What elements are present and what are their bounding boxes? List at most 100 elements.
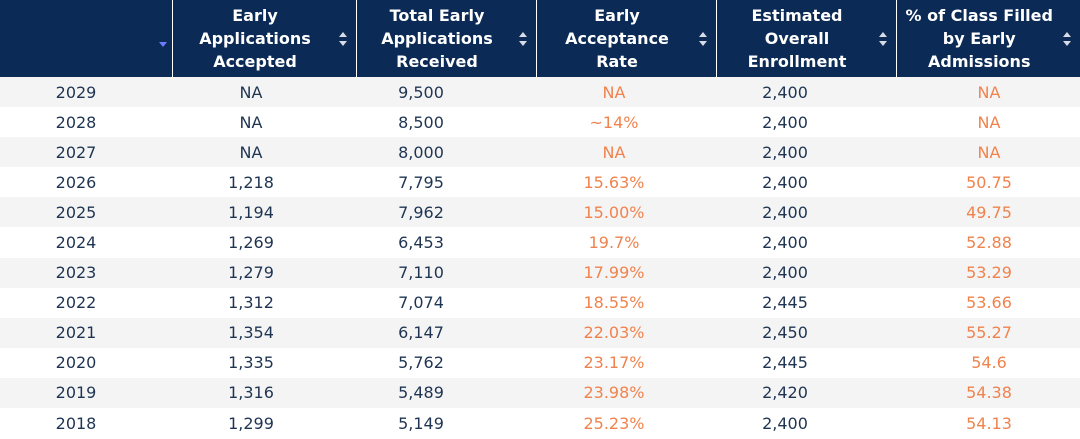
received-cell: 7,110 (398, 263, 444, 283)
rate-cell: 23.98% (583, 383, 645, 403)
pct-class-filled-header[interactable]: % of Class Filled by Early Admissions (896, 0, 1080, 77)
enrollment-cell: 2,445 (762, 353, 808, 373)
rate-cell: 25.23% (583, 413, 645, 433)
accepted-cell: NA (239, 142, 263, 162)
year-cell: 2019 (55, 383, 97, 403)
total-early-applications-header[interactable]: Total Early Applications Received (356, 0, 537, 77)
table-row: 2028 NA 8,500 ~14% 2,400 NA (0, 107, 1080, 138)
table-row: 2022 1,312 7,074 18.55% 2,445 53.66 (0, 287, 1080, 318)
sort-up-down-icon[interactable] (338, 31, 347, 46)
rate-cell: 18.55% (583, 293, 645, 313)
received-cell: 8,500 (398, 112, 444, 132)
enrollment-cell: 2,400 (762, 172, 808, 192)
sort-up-down-icon[interactable] (518, 31, 527, 46)
pct-filled-cell: 54.38 (966, 383, 1012, 403)
enrollment-cell: 2,420 (762, 383, 808, 403)
rate-cell: 22.03% (583, 323, 645, 343)
year-column-header[interactable] (0, 0, 173, 77)
rate-cell: ~14% (589, 112, 639, 132)
enrollment-cell: 2,400 (762, 263, 808, 283)
sort-up-down-icon[interactable] (698, 31, 707, 46)
received-cell: 7,074 (398, 293, 444, 313)
enrollment-cell: 2,400 (762, 142, 808, 162)
accepted-cell: 1,312 (228, 293, 274, 313)
enrollment-cell: 2,445 (762, 293, 808, 313)
early-applications-accepted-header[interactable]: Early Applications Accepted (172, 0, 357, 77)
pct-header-label: % of Class Filled by Early Admissions (905, 6, 1053, 71)
sort-descending-icon[interactable] (159, 42, 167, 47)
received-cell: 6,147 (398, 323, 444, 343)
header-row: Early Applications Accepted Total Early … (0, 0, 1080, 77)
enrollment-cell: 2,400 (762, 112, 808, 132)
rate-cell: 23.17% (583, 353, 645, 373)
year-cell: 2018 (55, 413, 97, 433)
rate-cell: 19.7% (588, 233, 640, 253)
accepted-header-label: Early Applications Accepted (199, 6, 311, 71)
received-cell: 7,962 (398, 202, 444, 222)
pct-filled-cell: 53.66 (966, 293, 1012, 313)
table-row: 2021 1,354 6,147 22.03% 2,450 55.27 (0, 317, 1080, 348)
pct-filled-cell: 54.13 (966, 413, 1012, 433)
accepted-cell: 1,218 (228, 172, 274, 192)
accepted-cell: 1,194 (228, 202, 274, 222)
table-row: 2029 NA 9,500 NA 2,400 NA (0, 77, 1080, 108)
year-cell: 2023 (55, 263, 97, 283)
rate-header-label: Early Acceptance Rate (565, 6, 669, 71)
accepted-cell: 1,299 (228, 413, 274, 433)
pct-filled-cell: NA (977, 142, 1001, 162)
accepted-cell: 1,316 (228, 383, 274, 403)
accepted-cell: 1,279 (228, 263, 274, 283)
table-row: 2018 1,299 5,149 25.23% 2,400 54.13 (0, 408, 1080, 439)
enrollment-header-label: Estimated Overall Enrollment (747, 6, 847, 71)
table-row: 2025 1,194 7,962 15.00% 2,400 49.75 (0, 197, 1080, 228)
received-cell: 9,500 (398, 82, 444, 102)
pct-filled-cell: 55.27 (966, 323, 1012, 343)
received-cell: 5,149 (398, 413, 444, 433)
year-cell: 2025 (55, 202, 97, 222)
table-row: 2019 1,316 5,489 23.98% 2,420 54.38 (0, 377, 1080, 409)
pct-filled-cell: 52.88 (966, 233, 1012, 253)
received-cell: 5,762 (398, 353, 444, 373)
enrollment-cell: 2,400 (762, 82, 808, 102)
accepted-cell: NA (239, 112, 263, 132)
sort-up-down-icon[interactable] (1063, 31, 1071, 46)
sort-up-down-icon[interactable] (878, 31, 887, 46)
table-body: 2029 NA 9,500 NA 2,400 NA 2028 NA 8,500 … (0, 77, 1080, 439)
enrollment-cell: 2,450 (762, 323, 808, 343)
pct-filled-cell: 54.6 (971, 353, 1007, 373)
received-cell: 6,453 (398, 233, 444, 253)
early-acceptance-rate-header[interactable]: Early Acceptance Rate (536, 0, 717, 77)
table-row: 2024 1,269 6,453 19.7% 2,400 52.88 (0, 227, 1080, 258)
accepted-cell: 1,269 (228, 233, 274, 253)
table-row: 2020 1,335 5,762 23.17% 2,445 54.6 (0, 347, 1080, 378)
pct-filled-cell: 50.75 (966, 172, 1012, 192)
year-cell: 2024 (55, 233, 97, 253)
year-cell: 2029 (55, 82, 97, 102)
rate-cell: 15.00% (583, 202, 645, 222)
pct-filled-cell: 49.75 (966, 202, 1012, 222)
year-cell: 2020 (55, 353, 97, 373)
received-cell: 7,795 (398, 172, 444, 192)
year-cell: 2026 (55, 172, 97, 192)
rate-cell: NA (602, 142, 626, 162)
pct-filled-cell: NA (977, 82, 1001, 102)
table-header: Early Applications Accepted Total Early … (0, 0, 1080, 77)
received-cell: 5,489 (398, 383, 444, 403)
received-cell: 8,000 (398, 142, 444, 162)
pct-filled-cell: NA (977, 112, 1001, 132)
accepted-cell: 1,335 (228, 353, 274, 373)
year-cell: 2021 (55, 323, 97, 343)
rate-cell: 17.99% (583, 263, 645, 283)
year-cell: 2027 (55, 142, 97, 162)
year-cell: 2028 (55, 112, 97, 132)
table-row: 2027 NA 8,000 NA 2,400 NA (0, 137, 1080, 168)
rate-cell: 15.63% (583, 172, 645, 192)
table-row: 2023 1,279 7,110 17.99% 2,400 53.29 (0, 257, 1080, 288)
pct-filled-cell: 53.29 (966, 263, 1012, 283)
accepted-cell: NA (239, 82, 263, 102)
received-header-label: Total Early Applications Received (381, 6, 493, 71)
estimated-enrollment-header[interactable]: Estimated Overall Enrollment (716, 0, 897, 77)
enrollment-cell: 2,400 (762, 413, 808, 433)
year-cell: 2022 (55, 293, 97, 313)
